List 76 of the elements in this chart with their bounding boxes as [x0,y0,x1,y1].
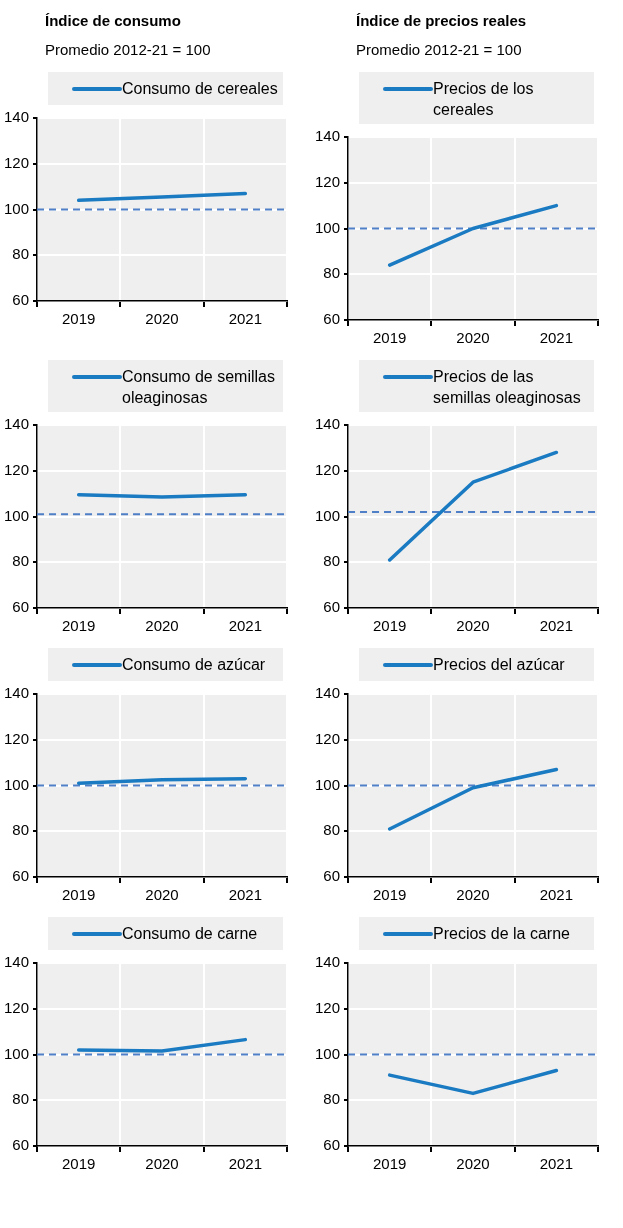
y-tick-label: 100 [4,775,30,793]
x-tick-label: 2019 [62,1155,96,1173]
y-tick-label: 80 [323,821,341,839]
y-tick-label: 140 [315,415,341,433]
y-tick-label: 140 [4,108,30,126]
y-tick-label: 140 [4,684,30,702]
x-tick-label: 2019 [373,886,407,904]
x-tick-label: 2021 [539,1155,574,1173]
y-tick-label: 120 [4,729,30,747]
legend-label: Consumo de semillas oleaginosas [122,367,276,408]
y-tick-label: 100 [315,218,341,236]
y-tick-label: 120 [315,729,341,747]
y-tick-label: 80 [12,1090,30,1108]
y-tick-label: 60 [12,867,30,885]
y-tick-label: 140 [315,127,341,145]
y-tick-label: 120 [315,172,341,190]
x-tick-label: 2020 [145,617,179,635]
x-tick-label: 2021 [228,886,263,904]
x-tick-label: 2020 [456,329,490,347]
x-tick-label: 2019 [373,617,407,635]
y-tick-label: 100 [315,1044,341,1062]
x-tick-label: 2019 [62,617,96,635]
x-tick-label: 2020 [456,1155,490,1173]
legend-label: Precios de los cereales [433,79,535,120]
y-tick-label: 60 [323,598,341,616]
y-tick-label: 60 [12,1136,30,1154]
y-tick-label: 80 [12,821,30,839]
y-tick-label: 80 [323,1090,341,1108]
y-tick-label: 100 [4,506,30,524]
y-tick-label: 100 [315,775,341,793]
legend-label: Precios de la carne [433,924,570,944]
x-tick-label: 2020 [145,886,179,904]
legend-label: Precios de las semillas oleaginosas [433,367,582,408]
y-tick-label: 100 [315,506,341,524]
legend-label: Consumo de carne [122,924,258,944]
chart-subtitle: Promedio 2012-21 = 100 [356,41,522,58]
x-tick-label: 2019 [62,886,96,904]
y-tick-label: 120 [4,998,30,1016]
legend-label: Consumo de azúcar [122,655,266,675]
x-tick-label: 2021 [539,617,574,635]
x-tick-label: 2020 [145,1155,179,1173]
x-tick-label: 2021 [539,329,574,347]
y-tick-label: 120 [315,998,341,1016]
legend-label: Precios del azúcar [433,655,565,675]
y-tick-label: 120 [315,460,341,478]
x-tick-label: 2020 [145,310,179,328]
x-tick-label: 2019 [62,310,96,328]
y-tick-label: 120 [4,153,30,171]
y-tick-label: 140 [4,415,30,433]
y-tick-label: 140 [4,953,30,971]
legend-label: Consumo de cereales [122,79,278,99]
chart-title: Índice de consumo [45,12,181,29]
y-tick-label: 80 [323,552,341,570]
x-tick-label: 2020 [456,886,490,904]
x-tick-label: 2021 [228,617,263,635]
y-tick-label: 60 [12,598,30,616]
y-tick-label: 60 [323,310,341,328]
y-tick-label: 100 [4,1044,30,1062]
chart-title: Índice de precios reales [356,12,527,29]
y-tick-label: 80 [12,245,30,263]
y-tick-label: 140 [315,684,341,702]
x-tick-label: 2021 [539,886,574,904]
y-tick-label: 120 [4,460,30,478]
y-tick-label: 60 [323,867,341,885]
y-tick-label: 140 [315,953,341,971]
y-tick-label: 60 [12,291,30,309]
x-tick-label: 2021 [228,1155,263,1173]
x-tick-label: 2019 [373,1155,407,1173]
chart-subtitle: Promedio 2012-21 = 100 [45,41,211,58]
y-tick-label: 80 [12,552,30,570]
x-tick-label: 2020 [456,617,490,635]
x-tick-label: 2021 [228,310,263,328]
y-tick-label: 80 [323,264,341,282]
x-tick-label: 2019 [373,329,407,347]
y-tick-label: 60 [323,1136,341,1154]
y-tick-label: 100 [4,199,30,217]
